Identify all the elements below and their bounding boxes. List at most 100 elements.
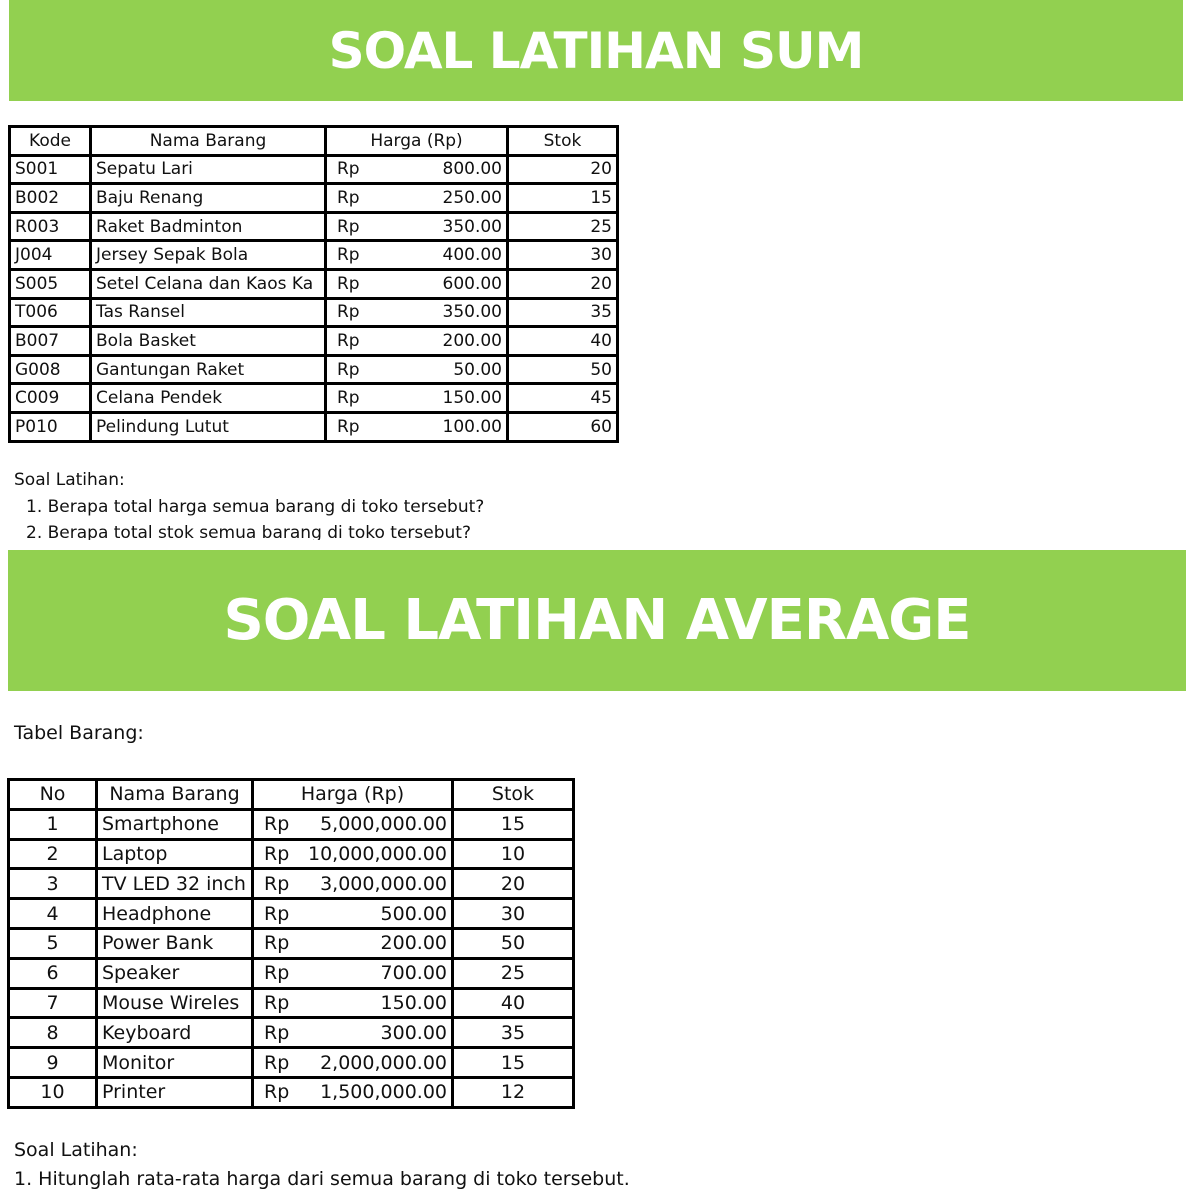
price-cell[interactable]: Rp 600.00 bbox=[324, 267, 509, 300]
name-cell[interactable]: Power Bank bbox=[95, 926, 254, 960]
code-cell[interactable]: G008 bbox=[8, 353, 92, 386]
stock-cell[interactable]: 40 bbox=[451, 986, 575, 1020]
no-cell[interactable]: 5 bbox=[7, 926, 98, 960]
code-cell[interactable]: B007 bbox=[8, 325, 92, 357]
name-cell[interactable]: Headphone bbox=[95, 897, 254, 930]
stock-cell[interactable]: 12 bbox=[451, 1075, 575, 1109]
price-cell[interactable]: Rp 200.00 bbox=[251, 926, 454, 960]
price-cell[interactable]: Rp 800.00 bbox=[324, 153, 509, 186]
price-cell[interactable]: Rp 5,000,000.00 bbox=[251, 807, 454, 841]
price-cell[interactable]: Rp 300.00 bbox=[251, 1016, 454, 1050]
price-cell[interactable]: Rp 250.00 bbox=[324, 182, 509, 214]
name-cell[interactable]: Gantungan Raket bbox=[89, 353, 327, 386]
name-cell[interactable]: Celana Pendek bbox=[89, 382, 327, 414]
stock-cell[interactable]: 30 bbox=[451, 897, 575, 930]
name-cell[interactable]: Speaker bbox=[95, 956, 254, 990]
code-cell[interactable]: C009 bbox=[8, 382, 92, 414]
avg-question-1[interactable]: 1. Hitunglah rata-rata harga dari semua … bbox=[14, 1168, 630, 1190]
header-harga[interactable]: Harga (Rp) bbox=[324, 125, 509, 157]
stock-cell[interactable]: 35 bbox=[451, 1016, 575, 1050]
stock-cell[interactable]: 50 bbox=[506, 353, 619, 386]
name-cell[interactable]: Smartphone bbox=[95, 807, 254, 841]
name-cell[interactable]: Baju Renang bbox=[89, 182, 327, 214]
header-nama-barang[interactable]: Nama Barang bbox=[89, 125, 327, 157]
price-value: 200.00 bbox=[380, 932, 447, 955]
avg-table-label[interactable]: Tabel Barang: bbox=[14, 722, 144, 744]
code-cell[interactable]: S005 bbox=[8, 267, 92, 300]
name-cell[interactable]: Raket Badminton bbox=[89, 210, 327, 243]
code-cell[interactable]: B002 bbox=[8, 182, 92, 214]
currency-label: Rp bbox=[264, 872, 290, 895]
stock-cell[interactable]: 30 bbox=[506, 239, 619, 271]
no-cell[interactable]: 7 bbox=[7, 986, 98, 1020]
no-cell[interactable]: 3 bbox=[7, 867, 98, 901]
no-cell[interactable]: 2 bbox=[7, 837, 98, 871]
no-cell[interactable]: 1 bbox=[7, 807, 98, 841]
stock-cell[interactable]: 25 bbox=[506, 210, 619, 243]
no-cell[interactable]: 4 bbox=[7, 897, 98, 930]
name-cell[interactable]: Jersey Sepak Bola bbox=[89, 239, 327, 271]
table-row: 7 Mouse Wireles Rp 150.00 40 bbox=[7, 986, 575, 1020]
price-cell[interactable]: Rp 10,000,000.00 bbox=[251, 837, 454, 871]
header-kode[interactable]: Kode bbox=[8, 125, 92, 157]
sum-table-header-row: Kode Nama Barang Harga (Rp) Stok bbox=[8, 125, 619, 157]
no-cell[interactable]: 8 bbox=[7, 1016, 98, 1050]
name-cell[interactable]: Sepatu Lari bbox=[89, 153, 327, 186]
table-row: G008 Gantungan Raket Rp 50.00 50 bbox=[8, 353, 619, 386]
name-cell[interactable]: Mouse Wireles bbox=[95, 986, 254, 1020]
stock-cell[interactable]: 20 bbox=[506, 267, 619, 300]
name-cell[interactable]: Keyboard bbox=[95, 1016, 254, 1050]
price-cell[interactable]: Rp 350.00 bbox=[324, 296, 509, 329]
stock-cell[interactable]: 20 bbox=[451, 867, 575, 901]
code-cell[interactable]: R003 bbox=[8, 210, 92, 243]
name-cell[interactable]: Monitor bbox=[95, 1046, 254, 1079]
price-cell[interactable]: Rp 150.00 bbox=[324, 382, 509, 414]
name-cell[interactable]: Laptop bbox=[95, 837, 254, 871]
header-stok[interactable]: Stok bbox=[506, 125, 619, 157]
header-harga[interactable]: Harga (Rp) bbox=[251, 778, 454, 811]
price-cell[interactable]: Rp 1,500,000.00 bbox=[251, 1075, 454, 1109]
name-cell[interactable]: Setel Celana dan Kaos Ka bbox=[89, 267, 327, 300]
stock-cell[interactable]: 60 bbox=[506, 410, 619, 443]
price-cell[interactable]: Rp 200.00 bbox=[324, 325, 509, 357]
stock-cell[interactable]: 50 bbox=[451, 926, 575, 960]
no-cell[interactable]: 6 bbox=[7, 956, 98, 990]
stock-cell[interactable]: 10 bbox=[451, 837, 575, 871]
header-no[interactable]: No bbox=[7, 778, 98, 811]
price-cell[interactable]: Rp 400.00 bbox=[324, 239, 509, 271]
sum-exercise-label[interactable]: Soal Latihan: bbox=[14, 470, 125, 490]
price-cell[interactable]: Rp 150.00 bbox=[251, 986, 454, 1020]
no-cell[interactable]: 9 bbox=[7, 1046, 98, 1079]
code-cell[interactable]: T006 bbox=[8, 296, 92, 329]
code-cell[interactable]: S001 bbox=[8, 153, 92, 186]
stock-cell[interactable]: 40 bbox=[506, 325, 619, 357]
stock-cell[interactable]: 35 bbox=[506, 296, 619, 329]
stock-cell[interactable]: 25 bbox=[451, 956, 575, 990]
code-cell[interactable]: J004 bbox=[8, 239, 92, 271]
stock-cell[interactable]: 45 bbox=[506, 382, 619, 414]
name-cell[interactable]: Tas Ransel bbox=[89, 296, 327, 329]
stock-cell[interactable]: 15 bbox=[506, 182, 619, 214]
no-cell[interactable]: 10 bbox=[7, 1075, 98, 1109]
sum-question-1[interactable]: 1. Berapa total harga semua barang di to… bbox=[26, 497, 485, 517]
price-cell[interactable]: Rp 500.00 bbox=[251, 897, 454, 930]
name-cell[interactable]: Pelindung Lutut bbox=[89, 410, 327, 443]
name-cell[interactable]: TV LED 32 inch bbox=[95, 867, 254, 901]
price-cell[interactable]: Rp 350.00 bbox=[324, 210, 509, 243]
price-cell[interactable]: Rp 700.00 bbox=[251, 956, 454, 990]
sum-question-2[interactable]: 2. Berapa total stok semua barang di tok… bbox=[26, 523, 471, 540]
code-cell[interactable]: P010 bbox=[8, 410, 92, 443]
price-cell[interactable]: Rp 3,000,000.00 bbox=[251, 867, 454, 901]
name-cell[interactable]: Bola Basket bbox=[89, 325, 327, 357]
currency-label: Rp bbox=[264, 962, 290, 985]
stock-cell[interactable]: 20 bbox=[506, 153, 619, 186]
header-stok[interactable]: Stok bbox=[451, 778, 575, 811]
price-cell[interactable]: Rp 2,000,000.00 bbox=[251, 1046, 454, 1079]
stock-cell[interactable]: 15 bbox=[451, 807, 575, 841]
header-nama-barang[interactable]: Nama Barang bbox=[95, 778, 254, 811]
price-cell[interactable]: Rp 50.00 bbox=[324, 353, 509, 386]
avg-exercise-label[interactable]: Soal Latihan: bbox=[14, 1139, 138, 1161]
name-cell[interactable]: Printer bbox=[95, 1075, 254, 1109]
stock-cell[interactable]: 15 bbox=[451, 1046, 575, 1079]
price-cell[interactable]: Rp 100.00 bbox=[324, 410, 509, 443]
